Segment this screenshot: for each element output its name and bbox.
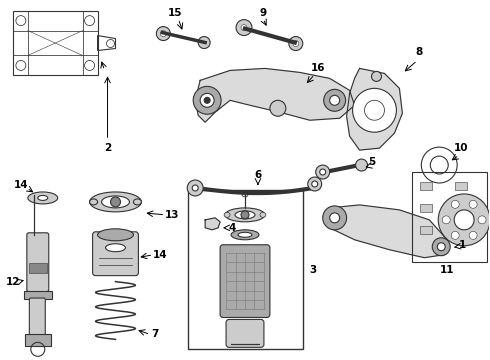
Bar: [420, 226, 432, 234]
Ellipse shape: [224, 212, 230, 217]
Bar: [29, 263, 47, 273]
FancyBboxPatch shape: [27, 233, 49, 292]
Circle shape: [330, 95, 340, 105]
Circle shape: [469, 231, 477, 239]
Circle shape: [432, 238, 450, 256]
Ellipse shape: [242, 193, 248, 197]
Circle shape: [236, 20, 252, 36]
Circle shape: [312, 181, 318, 187]
Ellipse shape: [225, 208, 265, 222]
Text: 13: 13: [165, 210, 179, 220]
Ellipse shape: [98, 229, 133, 241]
Ellipse shape: [231, 230, 259, 240]
Text: 7: 7: [152, 329, 159, 339]
Text: 14: 14: [153, 250, 168, 260]
Bar: [420, 204, 432, 212]
Circle shape: [356, 159, 368, 171]
Text: 8: 8: [416, 48, 423, 58]
Circle shape: [353, 88, 396, 132]
Bar: [455, 182, 467, 190]
Ellipse shape: [38, 195, 48, 201]
Text: 6: 6: [254, 170, 262, 180]
Circle shape: [308, 177, 322, 191]
Bar: [455, 204, 467, 212]
Circle shape: [187, 180, 203, 196]
Ellipse shape: [238, 232, 252, 237]
FancyBboxPatch shape: [226, 319, 264, 347]
Text: 2: 2: [104, 143, 111, 153]
Circle shape: [198, 37, 210, 49]
Text: 5: 5: [368, 157, 375, 167]
Circle shape: [451, 231, 459, 239]
Ellipse shape: [90, 199, 98, 205]
Text: 11: 11: [440, 265, 454, 275]
Text: 9: 9: [259, 8, 267, 18]
Bar: [13, 11, 98, 75]
Text: 3: 3: [309, 265, 317, 275]
Text: 16: 16: [311, 63, 325, 73]
Circle shape: [241, 211, 249, 219]
Circle shape: [371, 71, 382, 81]
Ellipse shape: [260, 212, 266, 217]
Bar: [25, 334, 51, 346]
Ellipse shape: [105, 244, 125, 252]
Bar: [455, 226, 467, 234]
Circle shape: [293, 41, 299, 46]
Circle shape: [111, 197, 121, 207]
Circle shape: [204, 97, 210, 103]
Text: 14: 14: [14, 180, 28, 190]
Circle shape: [324, 89, 345, 111]
FancyBboxPatch shape: [93, 232, 138, 276]
Circle shape: [192, 185, 198, 191]
Polygon shape: [330, 205, 447, 258]
Bar: [188, 190, 303, 349]
FancyBboxPatch shape: [220, 245, 270, 318]
Text: 15: 15: [168, 8, 182, 18]
Circle shape: [323, 206, 346, 230]
Circle shape: [193, 86, 221, 114]
Text: 10: 10: [454, 143, 468, 153]
Circle shape: [319, 169, 326, 175]
Ellipse shape: [28, 192, 58, 204]
Circle shape: [316, 165, 330, 179]
Text: 1: 1: [459, 240, 466, 250]
Circle shape: [330, 213, 340, 223]
Circle shape: [454, 210, 474, 230]
Ellipse shape: [133, 199, 142, 205]
Circle shape: [442, 216, 450, 224]
Text: 12: 12: [6, 276, 20, 287]
Circle shape: [289, 37, 303, 50]
Ellipse shape: [235, 211, 255, 219]
Polygon shape: [205, 218, 220, 230]
Ellipse shape: [101, 196, 129, 208]
Ellipse shape: [90, 192, 142, 212]
FancyBboxPatch shape: [29, 298, 45, 336]
Circle shape: [478, 216, 486, 224]
Circle shape: [469, 200, 477, 208]
Bar: [413, 172, 487, 262]
Circle shape: [270, 100, 286, 116]
Circle shape: [241, 24, 247, 31]
Circle shape: [437, 243, 445, 251]
Text: 4: 4: [228, 223, 236, 233]
Circle shape: [200, 93, 214, 107]
Circle shape: [160, 31, 166, 37]
Circle shape: [438, 194, 490, 246]
Polygon shape: [195, 68, 355, 122]
Bar: [24, 291, 52, 298]
Circle shape: [156, 27, 171, 41]
Bar: [420, 182, 432, 190]
Circle shape: [451, 200, 459, 208]
Polygon shape: [346, 68, 402, 150]
